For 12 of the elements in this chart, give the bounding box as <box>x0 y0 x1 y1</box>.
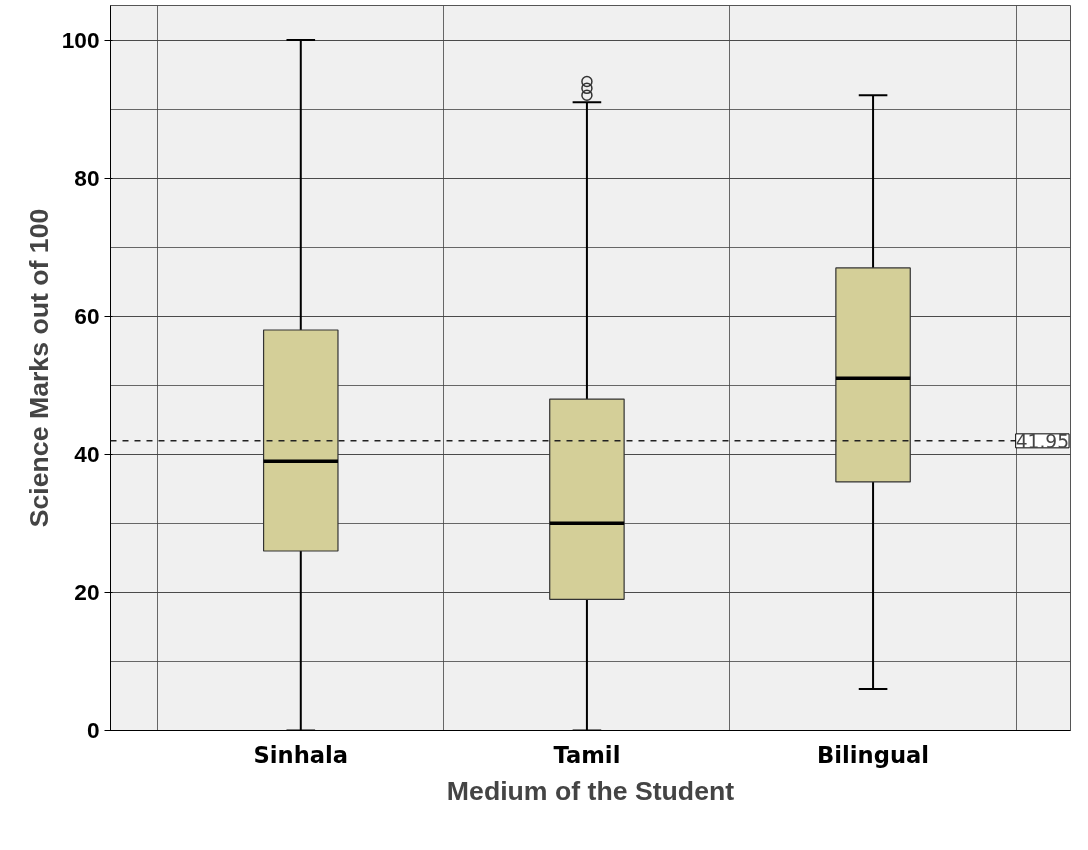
y-tick-label: 40 <box>74 440 100 467</box>
y-tick-label: 60 <box>74 302 100 329</box>
ref-line-label: 41.95 <box>1015 430 1070 452</box>
y-axis-title: Science Marks out of 100 <box>23 208 54 528</box>
x-axis-title: Medium of the Student <box>446 775 735 806</box>
y-tick-label: 100 <box>61 26 100 53</box>
y-tick-label: 80 <box>74 164 100 191</box>
x-tick-label: Tamil <box>553 741 621 768</box>
x-tick-label: Bilingual <box>817 741 930 768</box>
x-tick-label: Sinhala <box>253 741 349 768</box>
y-tick-label: 0 <box>86 717 100 743</box>
y-tick-label: 20 <box>74 578 100 605</box>
